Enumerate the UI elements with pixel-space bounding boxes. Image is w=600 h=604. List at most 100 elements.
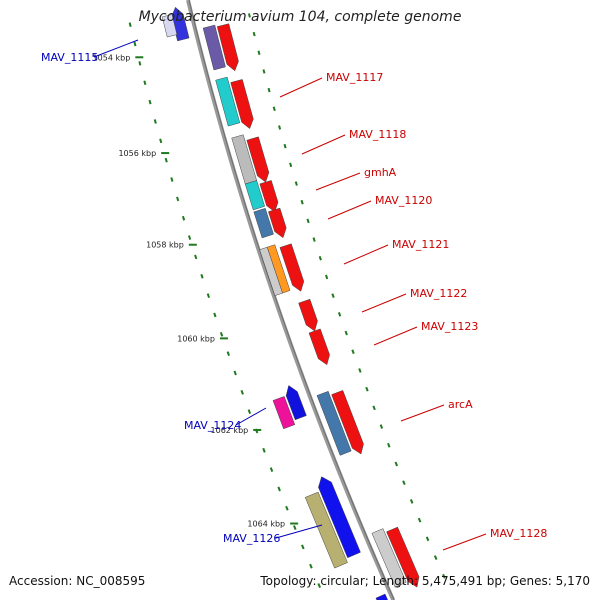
gene-label-mav-1121: MAV_1121 [392, 238, 449, 251]
right-track-dot [262, 69, 266, 74]
left-track-dot [133, 41, 137, 47]
right-track-dot [278, 125, 282, 130]
right-track-dot [394, 461, 399, 467]
right-track-dot [312, 237, 316, 242]
gene-label-leader [343, 244, 389, 265]
gene-label-mav-1124: MAV_1124 [184, 419, 241, 432]
right-track-dot [324, 274, 329, 280]
gene-label-mav-1117: MAV_1117 [326, 71, 383, 84]
label-leader-lines: MAV_1115 MAV_1117 MAV_1118 gmhA MAV_1120 MAV_… [41, 39, 547, 551]
gene-lavender-block [161, 14, 178, 38]
right-track-dot [409, 499, 414, 504]
gene-label-mav-1118: MAV_1118 [349, 128, 406, 141]
left-track-dot [206, 293, 211, 298]
left-track-dot [181, 215, 186, 221]
right-track-dot [318, 255, 322, 261]
left-track-dot [187, 235, 192, 240]
gene-label-mav-1123: MAV_1123 [421, 320, 478, 333]
gene-grey-block-3 [371, 528, 407, 588]
gene-label-leader [373, 326, 418, 346]
gene-mav-1117-arrow [230, 79, 254, 130]
gene-label-leader [315, 172, 361, 191]
right-track-dot [387, 442, 391, 448]
gene-steelblue-block-2 [316, 390, 352, 456]
right-track-dot [417, 517, 422, 523]
right-track-dot [331, 293, 335, 298]
map-title: Mycobacterium avium 104, complete genome [138, 9, 462, 25]
right-track-dot [433, 555, 438, 560]
gene-mav-1116-arrow [216, 23, 239, 72]
right-track-dot [257, 50, 261, 55]
left-track-dot [164, 157, 168, 163]
left-track-dot [247, 409, 252, 415]
gene-mav-1123-arrow [308, 328, 330, 366]
right-track-dot [402, 480, 406, 486]
gene-label-leader [400, 404, 445, 422]
left-track-dot [148, 99, 152, 105]
left-track-dot [138, 61, 142, 66]
left-track-dot [159, 138, 163, 144]
backbone-shade [188, 0, 395, 601]
right-track-dot [425, 536, 430, 542]
gene-cyan-block [215, 76, 241, 127]
right-track-dot [351, 349, 355, 355]
topology-text: Topology: circular; Length: 5,475,491 bp… [260, 574, 590, 588]
scale-tick-label: 1062 kbp [211, 426, 249, 435]
gene-khaki-block [304, 491, 348, 569]
right-track-dot [247, 13, 251, 18]
right-track-dot [365, 386, 369, 392]
gene-label-leader [327, 200, 372, 220]
gene-mav-1118-arrow [246, 136, 270, 183]
right-track-dot [344, 330, 348, 336]
gene-mav-1122-arrow [298, 298, 318, 332]
backbone-line [186, 0, 396, 601]
gene-label-leader [361, 293, 407, 313]
gene-label-mav-1126: MAV_1126 [223, 532, 280, 545]
scale-tick-label: 1054 kbp [93, 53, 131, 62]
left-track-dot [262, 447, 266, 453]
right-track-dot [358, 368, 362, 373]
left-track-dot [170, 177, 174, 182]
gene-mav-1121-arrow [279, 243, 305, 292]
scale-tick-label: 1056 kbp [118, 149, 156, 158]
right-track-dot [372, 405, 376, 411]
gene-steelblue-block [253, 207, 274, 239]
gene-label-leader [93, 39, 139, 58]
gene-grey-block-2 [259, 246, 283, 297]
genome-backbone [186, 0, 396, 601]
gene-cyan-block-2 [244, 180, 266, 211]
left-track-dot [200, 273, 204, 279]
left-track-dot [176, 196, 180, 202]
gene-mav-1125-arrow [285, 385, 307, 421]
gene-label-leader [275, 524, 323, 539]
right-track-dot [300, 199, 304, 205]
right-track-dot [294, 181, 298, 186]
right-track-dot [267, 87, 271, 93]
right-track-dot [252, 31, 256, 37]
right-track-dot [272, 106, 276, 112]
left-track-dot [277, 486, 281, 492]
gene-label-leader [279, 77, 323, 98]
left-track-dot [233, 370, 237, 376]
left-track-dot [269, 467, 274, 473]
gene-purple-block [202, 24, 226, 71]
gene-arca-arrow [331, 390, 364, 455]
gene-label-leader [235, 407, 267, 426]
dotted-track-lines [128, 13, 446, 604]
left-track-dot [226, 351, 230, 357]
gene-mav-1128-arrow [386, 526, 420, 588]
left-track-dot [285, 505, 289, 511]
left-track-dot [128, 22, 132, 27]
right-track-dot [337, 312, 342, 317]
gene-features [161, 6, 420, 604]
gene-magenta-block [272, 396, 296, 430]
right-track-dot [289, 162, 293, 168]
accession-text: Accession: NC_008595 [9, 574, 146, 588]
left-track-dot [153, 119, 157, 124]
left-track-dot [301, 544, 305, 550]
gene-mav-1126-arrow [318, 476, 361, 559]
left-track-dot [309, 563, 313, 569]
scale-tick-label: 1058 kbp [146, 241, 184, 250]
gene-label-leader [301, 134, 346, 155]
